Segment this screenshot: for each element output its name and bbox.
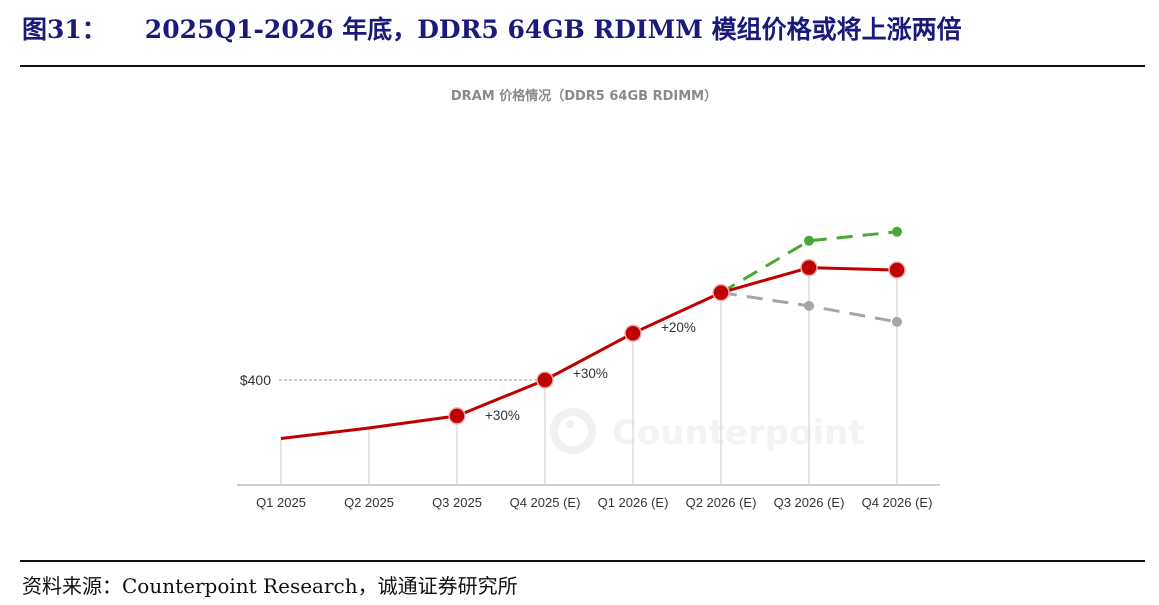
watermark-logo-dot — [566, 420, 574, 428]
x-tick-label: Q3 2026 (E) — [774, 495, 845, 510]
x-tick-label: Q1 2026 (E) — [598, 495, 669, 510]
bottom-rule — [20, 560, 1145, 562]
data-point-base — [800, 258, 818, 277]
top-rule — [20, 65, 1145, 67]
data-point-bull — [892, 226, 902, 237]
chart-title: DRAM 价格情况（DDR5 64GB RDIMM） — [451, 88, 717, 104]
growth-annotation: +20% — [661, 320, 696, 335]
data-point-base — [712, 283, 730, 302]
x-tick-label: Q1 2025 — [256, 495, 306, 510]
series-line-base — [280, 266, 898, 440]
x-tick-label: Q2 2026 (E) — [686, 495, 757, 510]
data-point-bear — [804, 300, 814, 311]
data-point-base — [624, 324, 642, 342]
figure-title: 图31： 2025Q1-2026 年底，DDR5 64GB RDIMM 模组价格或… — [22, 10, 962, 46]
x-tick-label: Q4 2025 (E) — [510, 495, 581, 510]
figure-title-text: 2025Q1-2026 年底，DDR5 64GB RDIMM 模组价格或将上涨两… — [144, 15, 962, 44]
watermark-text: Counterpoint — [612, 413, 865, 453]
x-tick-label: Q2 2025 — [344, 495, 394, 510]
counterpoint-watermark: Counterpoint — [550, 408, 865, 454]
data-point-bull — [804, 235, 814, 246]
x-tick-label: Q4 2026 (E) — [862, 495, 933, 510]
data-point-base — [536, 371, 554, 389]
data-point-base — [448, 407, 466, 425]
growth-annotation: +30% — [573, 366, 608, 381]
growth-annotation: +30% — [485, 408, 520, 423]
data-point-base — [888, 261, 906, 279]
source-note: 资料来源：Counterpoint Research，诚通证券研究所 — [22, 574, 518, 598]
dram-price-chart: DRAM 价格情况（DDR5 64GB RDIMM） Counterpoint … — [237, 88, 940, 510]
figure-number: 图31： — [22, 15, 107, 44]
series-line-bull — [720, 230, 898, 294]
data-point-bear — [892, 316, 902, 327]
watermark-logo-icon — [550, 408, 596, 454]
x-tick-label: Q3 2025 — [432, 495, 482, 510]
reference-line-label: $400 — [240, 372, 271, 388]
